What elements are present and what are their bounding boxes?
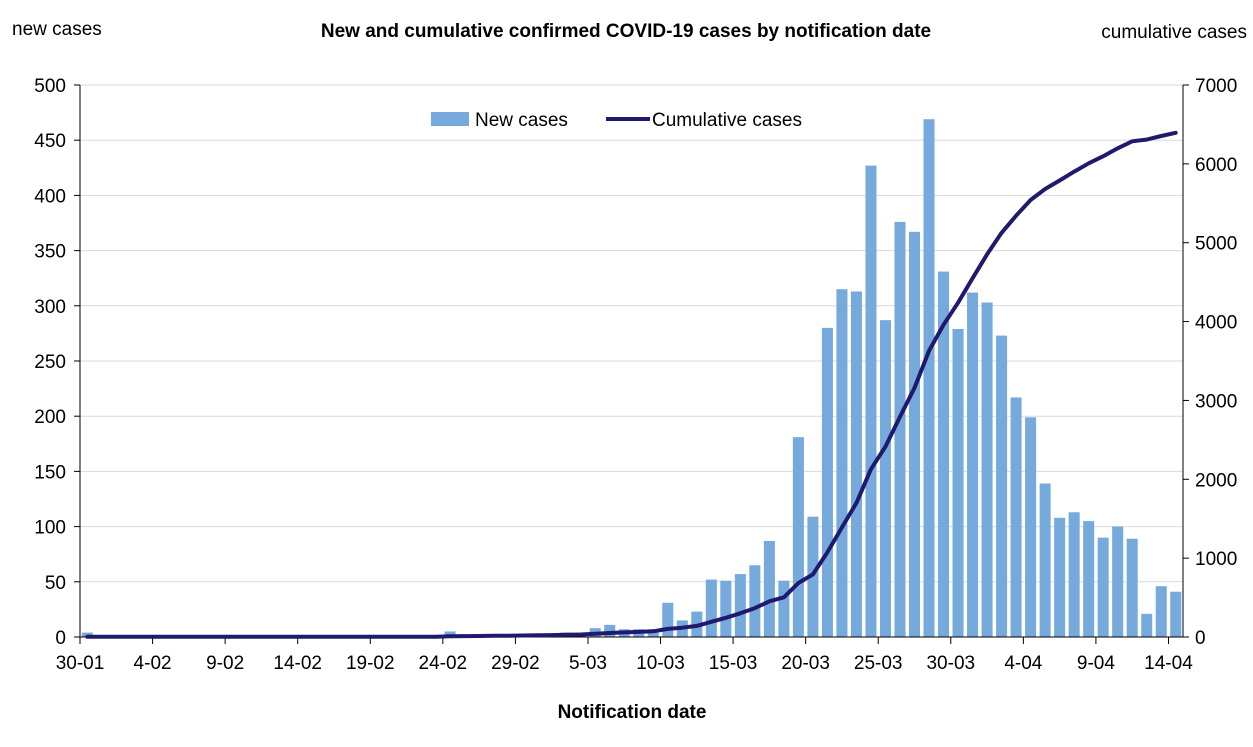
left-axis-tick-label: 100 [34, 518, 66, 539]
bar-new-cases [1155, 586, 1167, 637]
chart-title: New and cumulative confirmed COVID-19 ca… [321, 21, 931, 42]
right-axis-tick-label: 6000 [1195, 155, 1237, 176]
legend: New cases Cumulative cases [431, 110, 802, 131]
bar-new-cases [734, 574, 746, 637]
line-cumulative-cases [85, 130, 1178, 639]
x-axis-tick-labels: 30-01 4-02 9-02 14-02 19-02 24-02 29-02 5-03 10-… [56, 653, 1194, 674]
right-axis-tick-label: 0 [1195, 628, 1206, 649]
right-axis-tick-label: 7000 [1195, 76, 1237, 97]
x-axis-tick-label: 25-03 [854, 653, 903, 674]
x-axis-tick-label: 9-04 [1077, 653, 1115, 674]
left-axis-tick-label: 150 [34, 462, 66, 483]
x-axis-tick-label: 14-04 [1144, 653, 1193, 674]
bar-new-cases [444, 631, 456, 637]
x-axis-tick-label: 4-04 [1004, 653, 1042, 674]
bar-new-cases [705, 579, 717, 637]
bar-new-cases [938, 271, 950, 637]
left-axis-unit-label: new cases [12, 19, 102, 40]
left-axis-tick-label: 300 [34, 297, 66, 318]
legend-swatch-new-cases [431, 112, 469, 126]
bar-new-cases [1054, 517, 1066, 637]
bar-new-cases [1039, 483, 1051, 637]
bar-new-cases [807, 516, 819, 637]
bar-new-cases [1083, 521, 1095, 637]
bar-new-cases [1097, 537, 1109, 637]
bar-new-cases [792, 437, 804, 637]
x-axis-title: Notification date [558, 702, 707, 723]
bar-new-cases [967, 292, 979, 637]
bar-new-cases [952, 328, 964, 637]
bar-new-cases [865, 165, 877, 638]
bar-new-cases [1141, 613, 1153, 637]
left-axis-tick-label: 0 [55, 628, 66, 649]
left-axis-tick-label: 200 [34, 407, 66, 428]
cumulative-line-layer [85, 130, 1178, 639]
bar-new-cases [1025, 417, 1037, 637]
bar-new-cases [879, 320, 891, 637]
bar-new-cases [908, 231, 921, 637]
left-axis-tick-label: 400 [34, 186, 66, 207]
x-axis-tick-label: 5-03 [569, 653, 607, 674]
bar-new-cases [923, 119, 935, 637]
right-axis-tick-label: 4000 [1195, 313, 1237, 334]
x-axis-tick-label: 24-02 [419, 653, 468, 674]
axes [74, 84, 1189, 644]
bar-new-cases [1068, 512, 1080, 637]
x-axis-tick-label: 19-02 [346, 653, 395, 674]
bar-new-cases [981, 302, 993, 637]
x-axis-tick-label: 15-03 [709, 653, 758, 674]
bar-new-cases [836, 289, 848, 637]
gridlines [80, 84, 1183, 583]
x-axis-tick-label: 30-01 [56, 653, 105, 674]
left-axis-tick-label: 450 [34, 131, 66, 152]
left-axis-tick-labels: 0 50 100 150 200 250 300 350 400 450 500 [34, 76, 66, 649]
bar-new-cases [1170, 591, 1182, 637]
bar-new-cases [763, 540, 775, 637]
bar-new-cases [778, 580, 790, 637]
legend-label-cumulative-cases: Cumulative cases [652, 110, 802, 131]
x-axis-tick-label: 14-02 [273, 653, 322, 674]
bar-new-cases [749, 565, 761, 637]
bar-new-cases [1112, 526, 1124, 637]
right-axis-tick-labels: 0 1000 2000 3000 4000 5000 6000 7000 [1195, 76, 1237, 649]
x-axis-tick-label: 29-02 [491, 653, 540, 674]
bar-new-cases [1126, 538, 1138, 637]
right-axis-tick-label: 3000 [1195, 391, 1237, 412]
x-axis-tick-label: 30-03 [926, 653, 975, 674]
bar-new-cases [662, 602, 674, 637]
bar-new-cases [821, 327, 833, 637]
bar-new-cases [894, 221, 906, 637]
bar-new-cases [996, 335, 1008, 637]
x-axis-tick-label: 10-03 [636, 653, 685, 674]
right-axis-tick-label: 2000 [1195, 470, 1237, 491]
right-axis-tick-label: 1000 [1195, 549, 1237, 570]
bar-new-cases [1010, 397, 1022, 637]
bar-new-cases [850, 291, 862, 637]
left-axis-tick-label: 250 [34, 352, 66, 373]
left-axis-tick-label: 50 [45, 573, 66, 594]
x-axis-tick-label: 9-02 [206, 653, 244, 674]
x-axis-tick-label: 20-03 [781, 653, 830, 674]
bar-new-cases [720, 580, 732, 637]
left-axis-tick-label: 350 [34, 242, 66, 263]
x-axis-tick-label: 4-02 [134, 653, 172, 674]
legend-label-new-cases: New cases [475, 110, 568, 131]
bar-new-cases [604, 624, 616, 637]
right-axis-tick-label: 5000 [1195, 234, 1237, 255]
left-axis-tick-label: 500 [34, 76, 66, 97]
new-cases-bars [81, 119, 1182, 638]
right-axis-unit-label: cumulative cases [1101, 22, 1247, 43]
